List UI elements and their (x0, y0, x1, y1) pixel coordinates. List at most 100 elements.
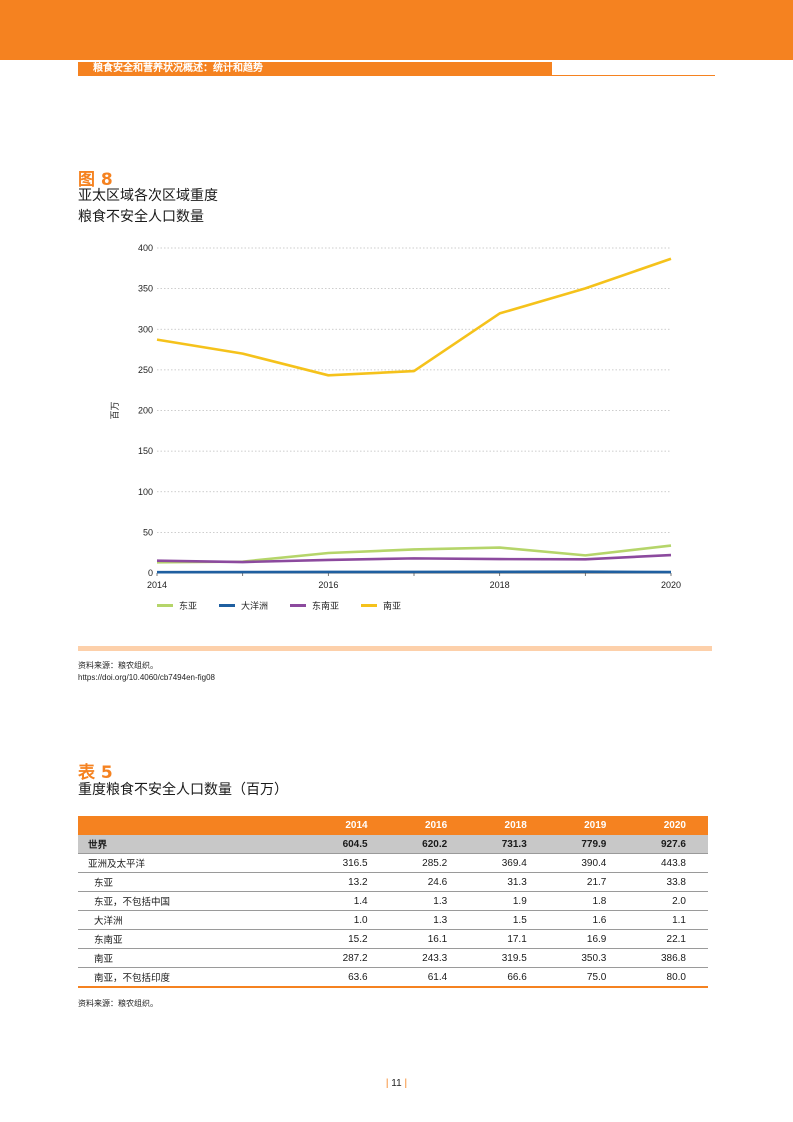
chart-series (156, 257, 672, 574)
table-header-cell: 2014 (310, 816, 390, 835)
legend-item: 东亚 (157, 599, 197, 612)
row-label: 南亚，不包括印度 (78, 967, 310, 988)
table-cell: 1.5 (469, 910, 549, 930)
table-cell: 620.2 (389, 835, 470, 854)
row-label: 大洋洲 (78, 910, 310, 930)
table-cell: 604.5 (310, 835, 390, 854)
y-axis-ticks: 0 50 100 150 200 250 300 350 400 (138, 243, 153, 578)
table-row: 东亚 13.2 24.6 31.3 21.7 33.8 (78, 872, 708, 892)
table-cell: 350.3 (548, 948, 629, 968)
table-row: 东南亚 15.2 16.1 17.1 16.9 22.1 (78, 929, 708, 949)
table-source: 资料来源：粮农组织。 (78, 999, 158, 1008)
table-cell: 1.6 (548, 910, 629, 930)
table-cell: 80.0 (628, 967, 708, 988)
figure-title: 亚太区域各次区域重度 粮食不安全人口数量 (78, 186, 378, 228)
table-cell: 22.1 (628, 929, 708, 949)
row-label: 南亚 (78, 948, 310, 968)
table-cell: 443.8 (628, 853, 708, 873)
legend-swatch (157, 603, 173, 607)
row-label: 亚洲及太平洋 (78, 853, 310, 873)
table-cell: 61.4 (389, 967, 470, 988)
figure-separator (78, 646, 712, 651)
figure-doi-link[interactable]: https://doi.org/10.4060/cb7494en-fig08 (78, 673, 215, 682)
x-tick-label: 2014 (147, 580, 167, 590)
series-line-南亚 (156, 257, 672, 377)
page-number-pipe-left: | (385, 1078, 389, 1089)
table-cell: 386.8 (628, 948, 708, 968)
table-row: 东亚，不包括中国 1.4 1.3 1.9 1.8 2.0 (78, 891, 708, 911)
row-label: 东亚 (78, 872, 310, 892)
table-title: 重度粮食不安全人口数量（百万） (78, 782, 288, 798)
table-cell: 731.3 (469, 835, 549, 854)
table-cell: 369.4 (469, 853, 549, 873)
running-header-title: 粮食安全和营养状况概述：统计和趋势 (93, 63, 263, 74)
table-cell: 66.6 (469, 967, 549, 988)
page-number: | 11 | (0, 1078, 793, 1089)
legend-item: 大洋洲 (219, 599, 268, 612)
legend-label: 大洋洲 (241, 601, 269, 612)
y-tick-label: 100 (138, 487, 153, 497)
page-number-pipe-right: | (404, 1078, 408, 1089)
row-label: 东亚，不包括中国 (78, 891, 310, 911)
table-cell: 75.0 (548, 967, 629, 988)
y-axis-label: 百万 (110, 401, 120, 419)
table-header-cell: 2016 (389, 816, 470, 835)
table-row: 大洋洲 1.0 1.3 1.5 1.6 1.1 (78, 910, 708, 930)
table-cell: 1.9 (469, 891, 549, 911)
table-cell: 779.9 (548, 835, 629, 854)
table-cell: 63.6 (310, 967, 390, 988)
legend-swatch (219, 603, 236, 607)
table-cell: 31.3 (469, 872, 549, 892)
table-cell: 16.9 (548, 929, 629, 949)
table-cell: 319.5 (469, 948, 549, 968)
row-label: 东南亚 (78, 929, 310, 949)
figure-source: 资料来源：粮农组织。 (78, 661, 158, 670)
legend-label: 南亚 (383, 601, 402, 612)
y-tick-label: 400 (138, 243, 153, 253)
chart-legend: 东亚 大洋洲 东南亚 南亚 (157, 598, 423, 612)
legend-item: 南亚 (361, 599, 401, 612)
table-cell: 285.2 (389, 853, 470, 873)
chart-gridlines (156, 247, 672, 576)
x-tick-label: 2016 (318, 580, 338, 590)
running-header-bar (78, 62, 552, 76)
line-chart: 0 50 100 150 200 250 300 350 400 2014 2016 2018 202… (110, 243, 681, 590)
table-cell: 243.3 (389, 948, 470, 968)
table-cell: 24.6 (389, 872, 470, 892)
x-tick-label: 2020 (661, 580, 681, 590)
table-cell: 1.3 (389, 891, 470, 911)
table-header-cell: 2019 (548, 816, 629, 835)
series-line-东南亚 (156, 553, 672, 564)
y-tick-label: 0 (148, 568, 153, 578)
table-cell: 1.0 (310, 910, 390, 930)
y-tick-label: 50 (143, 527, 153, 537)
x-axis-ticks: 2014 2016 2018 2020 (147, 580, 681, 590)
table-cell: 1.4 (310, 891, 390, 911)
table-cell: 16.1 (389, 929, 470, 949)
table-cell: 287.2 (310, 948, 390, 968)
legend-swatch (290, 603, 307, 607)
table-row-world: 世界 604.5 620.2 731.3 779.9 927.6 (78, 835, 708, 854)
table-cell: 316.5 (310, 853, 390, 873)
table-cell: 2.0 (628, 891, 708, 911)
legend-swatch (361, 603, 378, 607)
y-tick-label: 350 (138, 284, 153, 294)
table-header-cell: 2018 (469, 816, 549, 835)
table-row: 亚洲及太平洋 316.5 285.2 369.4 390.4 443.8 (78, 853, 708, 873)
table-cell: 1.8 (548, 891, 629, 911)
legend-label: 东南亚 (312, 601, 340, 612)
y-tick-label: 300 (138, 324, 153, 334)
figure-number: 图 8 (78, 170, 113, 190)
page-number-value: 11 (391, 1078, 402, 1089)
table-header-cell: 2020 (628, 816, 708, 835)
table-cell: 1.3 (389, 910, 470, 930)
data-table: 2014 2016 2018 2019 2020 世界 604.5 620.2 … (78, 816, 708, 988)
table-cell: 390.4 (548, 853, 629, 873)
figure-title-line-2: 粮食不安全人口数量 (78, 209, 204, 225)
table-cell: 15.2 (310, 929, 390, 949)
legend-item: 东南亚 (290, 599, 339, 612)
table-header-cell (78, 816, 310, 835)
running-header-rule (552, 75, 715, 76)
table-cell: 13.2 (310, 872, 390, 892)
y-tick-label: 200 (138, 406, 153, 416)
